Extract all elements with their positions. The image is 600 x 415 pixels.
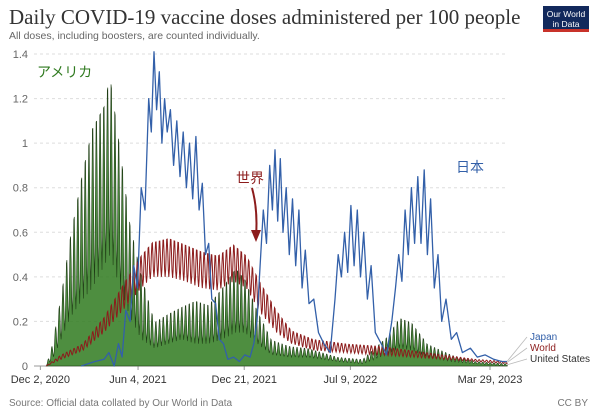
- annotation-world: 世界: [236, 171, 264, 187]
- chart-subtitle: All doses, including boosters, are count…: [9, 30, 260, 42]
- y-tick-label: 0.4: [13, 272, 28, 284]
- y-tick-label: 0.2: [13, 316, 28, 328]
- y-tick-label: 1.2: [13, 94, 28, 106]
- y-tick-label: 0: [22, 361, 28, 373]
- x-tick-label: Jun 4, 2021: [109, 374, 167, 386]
- line-chart: 0 0.2 0.4 0.6 0.8 1 1.2 1.4 Dec 2, 2020 Jun 4, 20…: [11, 49, 590, 386]
- annotation-world-arrowhead: [251, 230, 261, 242]
- chart-title: Daily COVID-19 vaccine doses administere…: [9, 5, 521, 29]
- x-tick-label: Mar 29, 2023: [458, 374, 523, 386]
- legend-label: World: [530, 343, 556, 354]
- legend-connector: [506, 336, 528, 362]
- y-tick-label: 1: [22, 138, 28, 150]
- y-tick-label: 0.8: [13, 183, 28, 195]
- annotation-world-arrow: [251, 187, 258, 237]
- owid-logo[interactable]: Our World in Data: [543, 6, 589, 32]
- legend-connector: [506, 347, 528, 363]
- series-united-states: [45, 84, 508, 367]
- legend-label: Japan: [530, 332, 557, 343]
- logo-line-1: Our World: [546, 9, 586, 19]
- y-tick-label: 0.6: [13, 227, 28, 239]
- annotation-japan: 日本: [456, 160, 484, 176]
- x-tick-label: Dec 2, 2020: [11, 374, 70, 386]
- legend-label: United States: [530, 354, 590, 365]
- y-tick-label: 1.4: [13, 49, 28, 61]
- annotation-us: アメリカ: [37, 65, 92, 81]
- license-link[interactable]: CC BY: [557, 398, 588, 409]
- series-japan: [80, 51, 507, 367]
- x-tick-label: Dec 21, 2021: [212, 374, 277, 386]
- logo-line-2: in Data: [552, 19, 580, 29]
- legend-connector: [506, 358, 528, 366]
- source-note: Source: Official data collated by Our Wo…: [9, 398, 233, 409]
- x-tick-label: Jul 9, 2022: [323, 374, 377, 386]
- series-world: [45, 238, 508, 367]
